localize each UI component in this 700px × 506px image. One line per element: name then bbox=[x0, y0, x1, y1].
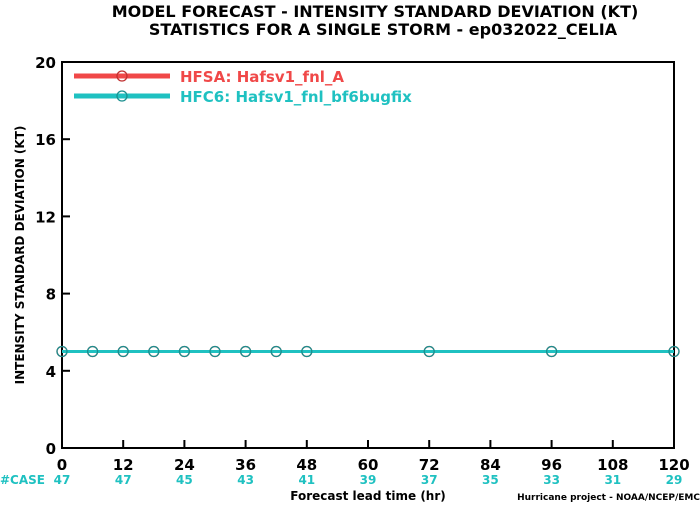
series-2-point bbox=[86, 345, 99, 358]
case-count: 41 bbox=[298, 473, 315, 487]
plot-frame bbox=[61, 61, 675, 449]
x-axis: 0 12 24 36 48 60 72 84 96 108 120 bbox=[57, 440, 690, 474]
series-layer bbox=[56, 345, 680, 358]
y-tick-label: 16 bbox=[35, 131, 56, 149]
chart-title-line2: STATISTICS FOR A SINGLE STORM - ep032022… bbox=[149, 20, 618, 39]
case-count: 35 bbox=[482, 473, 499, 487]
y-tick-label: 0 bbox=[46, 440, 56, 458]
x-tick-label: 60 bbox=[358, 456, 379, 474]
footer-credit: Hurricane project - NOAA/NCEP/EMC bbox=[517, 493, 700, 503]
series-2-point bbox=[209, 345, 221, 358]
series-2-point bbox=[239, 345, 252, 358]
case-counts: 47 47 45 43 41 39 37 35 33 31 29 bbox=[54, 473, 683, 487]
x-tick-label: 48 bbox=[296, 456, 317, 474]
x-tick-label: 0 bbox=[57, 456, 67, 474]
y-tick-label: 8 bbox=[46, 286, 56, 304]
case-count: 31 bbox=[604, 473, 621, 487]
case-count: 33 bbox=[543, 473, 560, 487]
series-2-point bbox=[423, 345, 435, 358]
series-2-point bbox=[301, 345, 313, 358]
y-tick-label: 12 bbox=[35, 208, 56, 226]
x-tick-label: 24 bbox=[174, 456, 195, 474]
x-tick-label: 84 bbox=[480, 456, 501, 474]
case-count: 47 bbox=[115, 473, 132, 487]
x-tick-label: 96 bbox=[541, 456, 562, 474]
case-count: 37 bbox=[421, 473, 438, 487]
x-tick-label: 36 bbox=[235, 456, 256, 474]
case-count: 47 bbox=[54, 473, 71, 487]
legend-marker bbox=[116, 90, 128, 102]
series-2-point bbox=[545, 345, 558, 358]
x-tick-label: 12 bbox=[113, 456, 134, 474]
series-2-point bbox=[56, 345, 68, 358]
x-tick-label: 120 bbox=[658, 456, 689, 474]
legend: HFSA: Hafsv1_fnl_A HFC6: Hafsv1_fnl_bf6bu… bbox=[74, 68, 412, 106]
x-tick-label: 72 bbox=[419, 456, 440, 474]
y-tick-label: 4 bbox=[46, 363, 56, 381]
y-tick-label: 20 bbox=[35, 54, 56, 72]
case-count: 43 bbox=[237, 473, 254, 487]
chart-title-line1: MODEL FORECAST - INTENSITY STANDARD DEVI… bbox=[112, 2, 639, 21]
y-axis-label: INTENSITY STANDARD DEVIATION (KT) bbox=[13, 126, 27, 385]
legend-label: HFSA: Hafsv1_fnl_A bbox=[180, 68, 344, 86]
case-count-label: #CASE bbox=[0, 473, 45, 487]
legend-marker bbox=[116, 70, 128, 82]
case-count: 29 bbox=[666, 473, 683, 487]
x-axis-label: Forecast lead time (hr) bbox=[290, 489, 446, 503]
series-2-point bbox=[148, 345, 160, 358]
legend-label: HFC6: Hafsv1_fnl_bf6bugfix bbox=[180, 88, 412, 106]
y-axis: 0 4 8 12 16 20 bbox=[35, 54, 70, 458]
series-2-point bbox=[668, 345, 680, 358]
series-2-point bbox=[270, 345, 282, 358]
series-2-point bbox=[117, 345, 129, 358]
series-2-point bbox=[178, 345, 191, 358]
x-tick-label: 108 bbox=[597, 456, 628, 474]
case-count: 39 bbox=[360, 473, 377, 487]
case-count: 45 bbox=[176, 473, 193, 487]
